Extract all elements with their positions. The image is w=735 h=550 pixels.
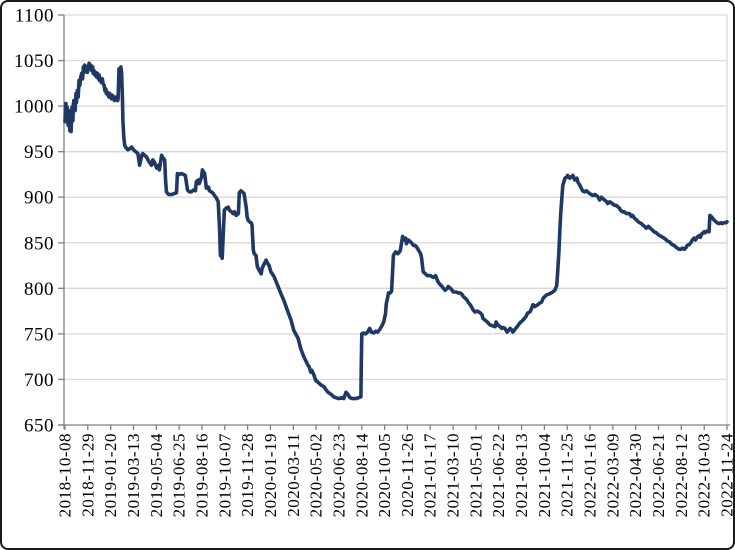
y-tick-label: 750 xyxy=(24,324,54,345)
x-tick-label: 2021-10-04 xyxy=(535,433,554,517)
x-tick-label: 2018-10-08 xyxy=(56,433,75,517)
x-axis-labels: 2018-10-08 2018-11-29 2019-01-20 2019-03-13… xyxy=(56,433,735,517)
x-tick-label: 2022-04-30 xyxy=(626,433,645,517)
x-tick-label: 2021-11-25 xyxy=(558,433,577,517)
x-tick-label: 2022-06-21 xyxy=(649,433,668,517)
x-tick-label: 2020-03-11 xyxy=(284,433,303,517)
x-tick-label: 2021-01-17 xyxy=(421,433,440,517)
x-tick-label: 2022-03-09 xyxy=(603,433,622,517)
x-tick-label: 2020-10-05 xyxy=(375,433,394,517)
x-tick-label: 2022-11-24 xyxy=(718,433,735,517)
axes xyxy=(58,14,730,430)
y-tick-label: 1000 xyxy=(14,97,54,118)
x-tick-label: 2020-05-02 xyxy=(307,433,326,517)
x-tick-label: 2020-01-19 xyxy=(261,433,280,517)
series-line xyxy=(63,61,729,401)
x-tick-label: 2021-06-22 xyxy=(489,433,508,517)
x-tick-label: 2020-11-26 xyxy=(398,433,417,517)
x-tick-label: 2022-01-16 xyxy=(581,433,600,517)
x-tick-label: 2022-08-12 xyxy=(672,433,691,517)
y-tick-label: 1100 xyxy=(15,6,54,27)
x-tick-label: 2019-05-04 xyxy=(147,433,166,517)
x-tick-label: 2020-06-23 xyxy=(329,433,348,517)
y-tick-label: 700 xyxy=(24,370,54,391)
x-tick-label: 2019-03-13 xyxy=(124,433,143,517)
series-polyline xyxy=(63,61,729,401)
x-tick-label: 2021-08-13 xyxy=(512,433,531,517)
x-tick-label: 2019-10-07 xyxy=(215,433,234,517)
x-tick-label: 2018-11-29 xyxy=(78,433,97,517)
x-tick-label: 2021-05-01 xyxy=(466,433,485,517)
x-tick-label: 2022-10-03 xyxy=(695,433,714,517)
y-tick-label: 900 xyxy=(24,188,54,209)
x-tick-label: 2020-08-14 xyxy=(352,433,371,517)
x-tick-label: 2019-06-25 xyxy=(170,433,189,517)
x-tick-label: 2019-08-16 xyxy=(193,433,212,517)
x-tick-label: 2019-01-20 xyxy=(101,433,120,517)
y-tick-label: 850 xyxy=(24,233,54,254)
y-tick-label: 950 xyxy=(24,142,54,163)
y-tick-label: 800 xyxy=(24,279,54,300)
x-tick-label: 2021-03-10 xyxy=(444,433,463,517)
y-tick-label: 1050 xyxy=(14,51,54,72)
x-tick-label: 2019-11-28 xyxy=(238,433,257,517)
y-axis-labels: 650 700 750 800 850 900 950 1000 1050 1100 xyxy=(14,6,54,437)
y-tick-label: 650 xyxy=(24,416,54,437)
